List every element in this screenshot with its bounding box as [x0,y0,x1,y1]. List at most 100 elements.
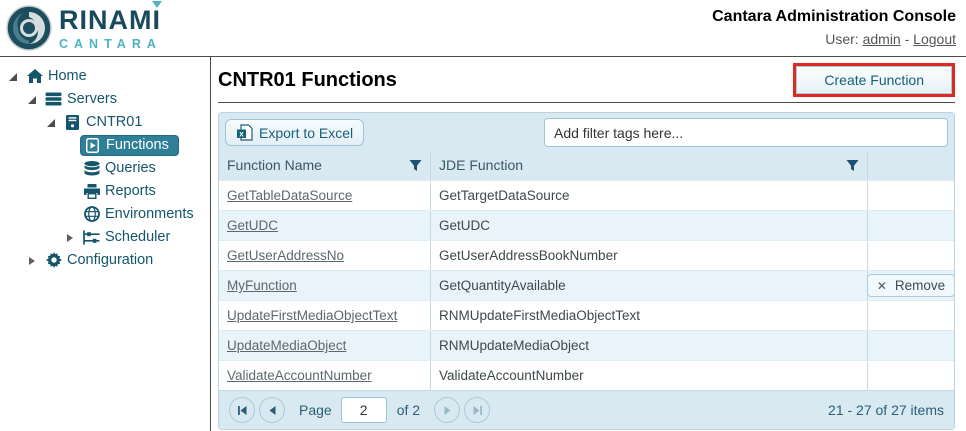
logo-caret-icon [151,1,162,8]
expand-arrow-icon[interactable] [25,256,39,265]
header-right: Cantara Administration Console User: adm… [712,0,966,47]
sidebar-item-label: CNTR01 [86,114,143,130]
page-title: CNTR01 Functions [218,68,397,91]
table-row: GetTableDataSource GetTargetDataSource [219,180,954,210]
main-panel: CNTR01 Functions Create Function x Expor… [211,57,966,431]
action-cell [867,361,954,390]
create-function-button[interactable]: Create Function [796,66,952,94]
remove-x-icon: ✕ [876,278,887,293]
sidebar-item-functions[interactable]: Functions [0,134,210,157]
pager: Page of 2 21 - 27 of 27 items [219,390,954,429]
jde-function-cell: GetTargetDataSource [430,181,867,210]
jde-function-cell: RNMUpdateFirstMediaObjectText [430,301,867,330]
grid-header-row: Function Name JDE Function [219,152,954,180]
function-link[interactable]: MyFunction [227,278,297,293]
filter-tags-input[interactable] [544,118,948,147]
grid-toolbar: x Export to Excel [219,113,954,152]
function-link[interactable]: GetUDC [227,218,279,233]
previous-page-button[interactable] [259,397,285,423]
collapse-arrow-icon[interactable] [6,72,20,81]
logo-line2: CANTARA [59,37,162,51]
function-link[interactable]: ValidateAccountNumber [227,368,372,383]
expand-arrow-icon[interactable] [63,233,77,242]
function-link[interactable]: UpdateFirstMediaObjectText [227,308,398,323]
grid-body: GetTableDataSource GetTargetDataSource Get… [219,180,954,390]
scheduler-icon [82,229,101,245]
sidebar-item-home[interactable]: Home [0,65,210,88]
sidebar-item-label: Functions [106,137,169,153]
action-cell: ✕ Remove [866,271,954,300]
excel-icon: x [236,124,253,141]
server-icon [63,114,82,130]
page-of-label: of 2 [396,402,421,418]
sidebar-item-queries[interactable]: Queries [0,157,210,180]
sidebar-item-configuration[interactable]: Configuration [0,249,210,272]
servers-icon [44,91,63,107]
navigation-tree: Home Servers CNTR01 Functions Queries Reports… [0,57,211,431]
sidebar-item-reports[interactable]: Reports [0,180,210,203]
action-cell [867,211,954,240]
table-row: UpdateFirstMediaObjectText RNMUpdateFirst… [219,300,954,330]
sidebar-item-label: Servers [67,91,117,107]
home-icon [25,68,44,84]
rinami-logo-icon [6,5,52,51]
function-link[interactable]: GetTableDataSource [227,188,353,203]
sidebar-item-servers[interactable]: Servers [0,88,210,111]
user-name-link[interactable]: admin [862,31,901,47]
function-link[interactable]: UpdateMediaObject [227,338,347,353]
functions-grid: x Export to Excel Function Name JDE Func… [218,112,955,430]
divider [218,102,955,103]
jde-function-cell: GetUDC [430,211,867,240]
table-row: UpdateMediaObject RNMUpdateMediaObject [219,330,954,360]
filter-funnel-icon[interactable] [846,159,859,172]
remove-button[interactable]: ✕ Remove [866,274,954,297]
sidebar-item-cntr01[interactable]: CNTR01 [0,111,210,134]
collapse-arrow-icon[interactable] [44,118,58,127]
functions-icon [83,137,102,153]
table-row: GetUserAddressNo GetUserAddressBookNumber [219,240,954,270]
action-cell [867,301,954,330]
sidebar-item-label: Queries [105,160,156,176]
filter-funnel-icon[interactable] [409,159,422,172]
sidebar-item-label: Reports [105,183,156,199]
action-cell [867,241,954,270]
configuration-icon [44,252,63,268]
column-header-jde-function: JDE Function [430,152,867,180]
app-header: RINAMI CANTARA Cantara Administration Co… [0,0,966,57]
table-row: MyFunction GetQuantityAvailable ✕ Remove [219,270,954,300]
column-header-actions [867,152,954,180]
table-row: GetUDC GetUDC [219,210,954,240]
collapse-arrow-icon[interactable] [25,95,39,104]
user-separator: - [904,31,910,47]
sidebar-item-label: Scheduler [105,229,171,245]
highlight-annotation: Create Function [793,63,955,97]
user-label: User: [825,31,859,47]
function-name-cell: GetTableDataSource [219,181,430,210]
environments-icon [82,206,101,222]
sidebar-item-label: Environments [105,206,194,222]
sidebar-item-environments[interactable]: Environments [0,203,210,226]
jde-function-cell: GetUserAddressBookNumber [430,241,867,270]
function-name-cell: GetUDC [219,211,430,240]
function-name-cell: GetUserAddressNo [219,241,430,270]
logo-line1: RINAMI [59,1,162,34]
logo: RINAMI CANTARA [0,0,162,51]
pager-items-info: 21 - 27 of 27 items [828,402,944,418]
user-line: User: admin - Logout [712,31,956,47]
first-page-button[interactable] [229,397,255,423]
action-cell [867,181,954,210]
next-page-button[interactable] [434,397,461,423]
sidebar-item-scheduler[interactable]: Scheduler [0,226,210,249]
function-name-cell: MyFunction [219,271,430,300]
function-name-cell: UpdateMediaObject [219,331,430,360]
svg-text:x: x [239,130,244,139]
last-page-button[interactable] [464,397,491,423]
function-link[interactable]: GetUserAddressNo [227,248,345,263]
reports-icon [82,183,101,199]
logout-link[interactable]: Logout [913,31,956,47]
export-to-excel-button[interactable]: x Export to Excel [225,119,365,146]
page-number-input[interactable] [340,397,387,423]
jde-function-cell: GetQuantityAvailable [430,271,867,300]
table-row: ValidateAccountNumber ValidateAccountNumb… [219,360,954,390]
console-title: Cantara Administration Console [712,8,956,25]
